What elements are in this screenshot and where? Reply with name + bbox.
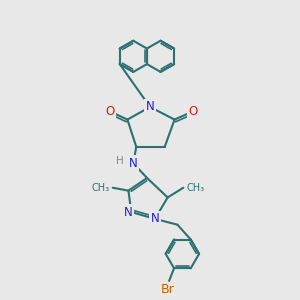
Text: O: O — [189, 105, 198, 118]
Text: N: N — [151, 212, 159, 225]
Text: CH₃: CH₃ — [186, 183, 204, 193]
Text: N: N — [146, 100, 154, 113]
Text: Br: Br — [160, 283, 174, 296]
Text: CH₃: CH₃ — [92, 183, 110, 193]
Text: O: O — [105, 105, 114, 118]
Text: N: N — [124, 206, 133, 219]
Text: H: H — [116, 156, 123, 167]
Text: N: N — [129, 157, 138, 170]
